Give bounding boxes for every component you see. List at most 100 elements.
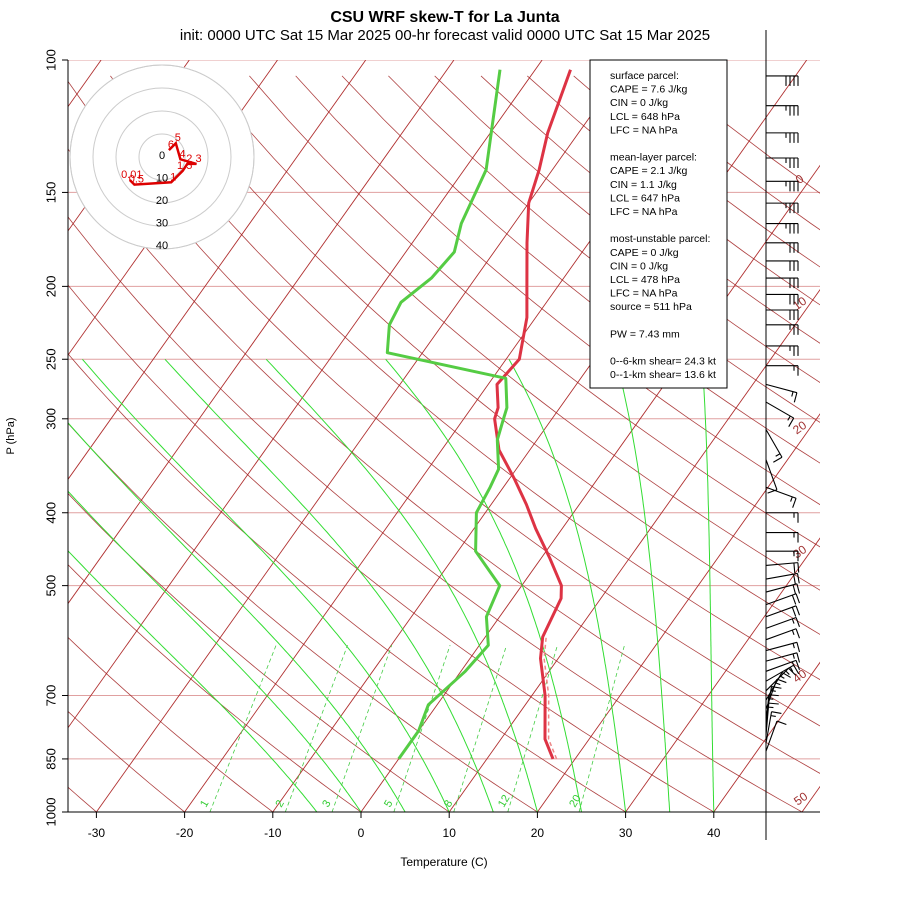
wind-barb-staff bbox=[765, 711, 773, 744]
wind-barb-staff bbox=[765, 703, 770, 736]
dewpoint-trace bbox=[385, 69, 509, 760]
mixing-ratio-label: 2 bbox=[274, 798, 287, 809]
mixing-ratio-label: 3 bbox=[320, 798, 333, 809]
wind-barb bbox=[765, 429, 783, 463]
wind-barb-flag bbox=[795, 660, 801, 670]
dry-adiabat bbox=[68, 422, 539, 812]
info-panel-line: CAPE = 7.6 J/kg bbox=[610, 84, 687, 96]
info-panel-line: mean-layer parcel: bbox=[610, 152, 697, 164]
hodograph-ring bbox=[138, 133, 186, 181]
wind-barb bbox=[765, 702, 779, 736]
info-panel-line: CIN = 0 J/kg bbox=[610, 260, 668, 272]
hodograph-height-label: 0.01 bbox=[121, 169, 142, 181]
info-panel-line: LCL = 648 hPa bbox=[610, 111, 680, 123]
wind-barb bbox=[766, 222, 799, 234]
wind-barb bbox=[766, 512, 799, 523]
info-panel-line: 0--1-km shear= 13.6 kt bbox=[610, 369, 716, 381]
mixing-ratio-label: 20 bbox=[567, 793, 584, 810]
wind-barb-flag bbox=[792, 584, 797, 595]
y-tick-label: 1000 bbox=[43, 798, 58, 827]
dry-adiabat bbox=[68, 353, 627, 812]
wind-barb-flag bbox=[795, 617, 801, 628]
wind-barb-flag bbox=[792, 643, 795, 649]
moist-adiabat bbox=[68, 422, 406, 812]
dry-adiabat bbox=[68, 80, 820, 727]
wind-barb bbox=[765, 667, 797, 692]
hodograph-height-label: 6 bbox=[168, 139, 174, 151]
wind-barb-flag bbox=[796, 652, 801, 663]
wind-barb-staff bbox=[765, 593, 797, 606]
wind-barb-flag bbox=[781, 671, 791, 678]
wind-barb-flag bbox=[776, 720, 787, 726]
hodograph-height-label: 5 bbox=[175, 132, 181, 144]
isotherm-line bbox=[68, 60, 455, 605]
wind-barb-staff bbox=[765, 628, 797, 641]
wind-barb bbox=[765, 583, 801, 595]
info-panel-line: LFC = NA hPa bbox=[610, 206, 678, 218]
dry-adiabat bbox=[68, 492, 450, 812]
wind-barb-flag bbox=[776, 678, 787, 684]
wind-barb-staff bbox=[765, 383, 798, 394]
hodograph-height-label: 4 bbox=[179, 148, 185, 160]
wind-barb bbox=[766, 202, 799, 214]
wind-barb-staff bbox=[765, 694, 770, 727]
wind-barb-flag bbox=[785, 670, 790, 675]
x-tick-label: 30 bbox=[619, 826, 633, 840]
wind-barb-staff bbox=[765, 459, 778, 490]
mixing-ratio-line bbox=[393, 645, 451, 812]
hodograph-ring-label: 40 bbox=[156, 240, 168, 252]
x-tick-label: 20 bbox=[531, 826, 545, 840]
wind-barb bbox=[766, 180, 799, 192]
wind-barb-flag bbox=[791, 594, 797, 605]
info-panel-line: surface parcel: bbox=[610, 70, 679, 82]
wind-barb-flag bbox=[796, 573, 800, 584]
wind-barb bbox=[766, 260, 799, 271]
mixing-ratio-line bbox=[331, 645, 393, 812]
isotherm-label: 50 bbox=[791, 789, 810, 808]
dry-adiabat bbox=[68, 284, 715, 812]
wind-barb bbox=[765, 664, 800, 682]
mixing-ratio-label: 5 bbox=[382, 798, 395, 809]
wind-barb-flag bbox=[771, 685, 782, 689]
info-panel-line: LFC = NA hPa bbox=[610, 124, 678, 136]
wind-barb-flag bbox=[779, 675, 785, 679]
moist-adiabat bbox=[68, 550, 318, 812]
wind-barb-flag bbox=[768, 702, 779, 705]
isotherm-line bbox=[537, 413, 820, 812]
info-panel-line: PW = 7.43 mm bbox=[610, 328, 680, 340]
wind-barb bbox=[766, 277, 799, 289]
x-tick-label: -30 bbox=[88, 826, 106, 840]
wind-barb-flag bbox=[789, 666, 794, 672]
x-tick-label: 40 bbox=[707, 826, 721, 840]
wind-barb-flag bbox=[795, 605, 801, 616]
moist-adiabat bbox=[385, 358, 582, 812]
y-tick-label: 500 bbox=[43, 575, 58, 597]
dry-adiabat bbox=[68, 216, 803, 812]
wind-barb bbox=[765, 401, 795, 427]
chart-subtitle: init: 0000 UTC Sat 15 Mar 2025 00-hr for… bbox=[180, 27, 710, 44]
wind-barb bbox=[765, 628, 801, 641]
x-tick-label: -20 bbox=[176, 826, 194, 840]
wind-barb-flag bbox=[791, 618, 795, 624]
mixing-ratio-line bbox=[209, 645, 277, 812]
wind-barb-flag bbox=[796, 583, 801, 594]
mixing-ratio-label: 12 bbox=[496, 793, 513, 810]
y-tick-label: 150 bbox=[43, 182, 58, 204]
x-tick-label: -10 bbox=[264, 826, 282, 840]
info-panel-line: 0--6-km shear= 24.3 kt bbox=[610, 356, 716, 368]
isotherm-line bbox=[68, 60, 543, 729]
y-tick-label: 300 bbox=[43, 408, 58, 430]
wind-barb-flag bbox=[791, 606, 797, 617]
wind-barb-flag bbox=[795, 628, 801, 639]
wind-barb-flag bbox=[791, 629, 795, 635]
wind-barb-flag bbox=[770, 715, 776, 718]
mixing-ratio-label: 8 bbox=[442, 798, 455, 809]
dry-adiabat bbox=[68, 710, 186, 812]
wind-barb-flag bbox=[791, 391, 794, 397]
moist-adiabat bbox=[701, 359, 715, 812]
dry-adiabat bbox=[110, 75, 820, 681]
wind-barb bbox=[766, 75, 799, 86]
hodograph-ring-label: 30 bbox=[156, 218, 168, 230]
info-panel: surface parcel: CAPE = 7.6 J/kg CIN = 0 J/… bbox=[589, 59, 728, 389]
moist-adiabat bbox=[164, 358, 494, 812]
